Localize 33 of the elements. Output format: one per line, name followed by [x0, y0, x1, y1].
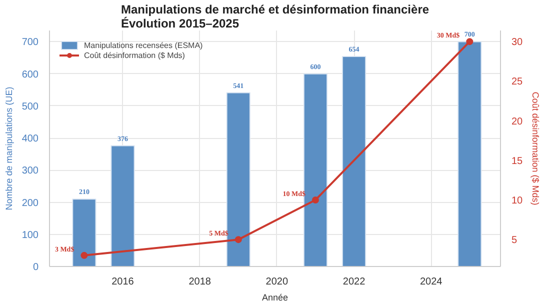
y2-tick-label: 10 — [512, 195, 524, 206]
legend-label: Coût désinformation ($ Mds) — [84, 50, 185, 60]
y-tick-label: 100 — [22, 230, 39, 241]
x-tick-label: 2024 — [420, 276, 443, 288]
y-tick-label: 500 — [22, 101, 39, 112]
point — [466, 38, 474, 46]
x-tick-label: 2022 — [342, 276, 366, 288]
bar — [342, 56, 366, 266]
y2-tick-label: 20 — [512, 116, 524, 128]
point — [80, 252, 88, 259]
x-tick-label: 2018 — [188, 276, 212, 288]
point — [312, 196, 319, 204]
x-tick-label: 2020 — [266, 276, 288, 288]
bar — [110, 145, 135, 266]
y-tick-label: 400 — [22, 134, 39, 145]
y2-tick-label: 5 — [512, 235, 518, 246]
x-tick-label: 2016 — [112, 276, 134, 288]
y-axis-title: Nombre de manipulations (UE) — [4, 86, 14, 210]
y2-axis-title: Coût désinformation ($ Mds) — [530, 92, 541, 206]
y2-tick-label: 15 — [512, 156, 524, 167]
bar — [458, 41, 482, 266]
bar — [72, 198, 96, 266]
y-tick-label: 600 — [22, 69, 39, 80]
y-tick-label: 300 — [22, 166, 39, 177]
y-tick-label: 700 — [22, 37, 39, 48]
y-tick-label: 0 — [32, 262, 39, 273]
x-axis-title: Année — [262, 292, 288, 302]
y2-tick-label: 30 — [512, 37, 524, 48]
y-tick-label: 200 — [22, 198, 39, 209]
chart-title: Manipulations de marché et désinformation financière Évolution 2015–2025 — [120, 2, 430, 30]
y2-tick-label: 25 — [512, 76, 524, 88]
point — [234, 236, 242, 244]
legend-label: Manipulations recensées (ESMA) — [84, 40, 203, 50]
